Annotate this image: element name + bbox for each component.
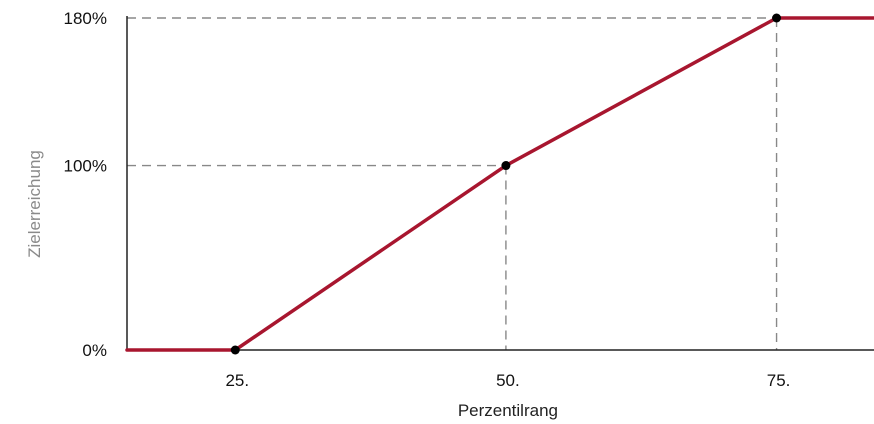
x-tick-labels: 25. 50. 75.: [225, 371, 790, 390]
y-tick-label: 180%: [64, 9, 107, 28]
markers-layer: [230, 13, 782, 355]
y-axis-title: Zielerreichung: [25, 150, 44, 258]
data-point-2: [772, 13, 782, 23]
y-tick-labels: 0% 100% 180%: [64, 9, 107, 360]
data-point-1: [501, 161, 511, 171]
data-point-0: [230, 345, 240, 355]
y-tick-label: 100%: [64, 157, 107, 176]
x-tick-label: 75.: [767, 371, 791, 390]
x-axis-title: Perzentilrang: [458, 401, 558, 420]
series-layer: [125, 16, 874, 352]
series-line-0: [125, 16, 874, 352]
x-tick-label: 25.: [225, 371, 249, 390]
x-tick-label: 50.: [496, 371, 520, 390]
guide-lines: [127, 17, 778, 350]
axes: [126, 16, 874, 351]
y-tick-label: 0%: [82, 341, 107, 360]
